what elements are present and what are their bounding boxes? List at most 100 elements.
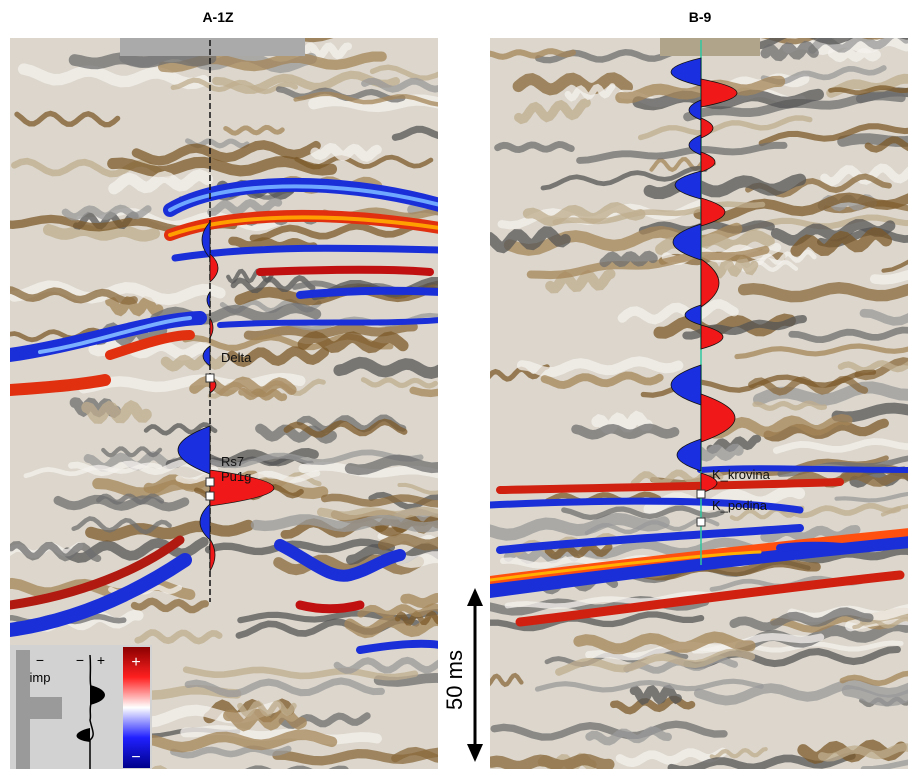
reflector [564, 83, 616, 102]
reflector [10, 374, 111, 396]
trace-lobe [209, 537, 216, 573]
reflector [753, 381, 908, 406]
reflector [10, 540, 102, 563]
reflector [490, 226, 571, 254]
wavelet [89, 654, 100, 769]
reflector [17, 63, 210, 90]
reflector [10, 553, 192, 637]
reflector [296, 414, 407, 434]
reflector [546, 537, 776, 559]
reflector [333, 656, 438, 674]
legend-text: + [131, 654, 140, 671]
reflector [629, 684, 682, 706]
reflector [369, 64, 438, 81]
reflector [534, 678, 764, 693]
reflector [391, 746, 438, 763]
reflector [344, 614, 438, 639]
reflector [490, 364, 550, 382]
reflector [544, 543, 613, 560]
reflector [697, 465, 908, 473]
reflector [357, 603, 438, 618]
marker-label: K_krovina [712, 467, 771, 482]
reflector [101, 446, 163, 458]
trace-lobe [674, 170, 702, 200]
scale-label: 50 ms [442, 650, 467, 710]
reflector [223, 707, 307, 732]
reflector [61, 204, 152, 221]
reflector [779, 502, 902, 519]
marker [205, 373, 215, 383]
reflector [576, 141, 788, 164]
reflector [632, 88, 824, 111]
reflector [108, 169, 214, 195]
legend-text: − [131, 749, 140, 766]
reflector [297, 330, 409, 354]
reflector [515, 570, 905, 627]
marker-label: Pu1g [221, 469, 251, 484]
reflector [490, 753, 615, 769]
reflector [839, 670, 908, 687]
reflector [105, 296, 164, 317]
reflector [615, 747, 728, 768]
reflector [490, 48, 576, 60]
reflector [776, 541, 854, 552]
reflector [729, 505, 805, 521]
reflector [729, 607, 874, 632]
reflector [760, 40, 819, 62]
reflector [561, 505, 725, 521]
legend-text: imp [30, 670, 51, 685]
reflector [293, 91, 438, 107]
reflector [737, 282, 908, 303]
reflector [391, 125, 438, 141]
reflector [643, 173, 807, 200]
reflector [377, 533, 438, 551]
reflector [494, 141, 575, 154]
reflector [81, 399, 152, 424]
reflector [10, 535, 185, 610]
trace-lobe [676, 438, 702, 472]
marker [696, 489, 706, 499]
reflector [183, 449, 424, 469]
trace-lobe [209, 469, 275, 507]
reflector [170, 77, 298, 95]
reflector [310, 142, 382, 162]
reflector [504, 591, 739, 610]
reflector [490, 497, 804, 514]
reflector [228, 236, 318, 252]
reflector [227, 346, 330, 368]
reflector [14, 110, 121, 128]
reflector [752, 400, 828, 411]
colorbar [123, 647, 150, 768]
reflector [207, 197, 283, 217]
legend-text: + [97, 652, 105, 668]
reflector [143, 422, 218, 436]
reflector [490, 720, 728, 741]
reflector [295, 42, 353, 60]
reflector [638, 220, 775, 235]
reflector [864, 136, 908, 153]
reflector [184, 677, 385, 698]
reflector [134, 629, 223, 645]
marker-label: K_podina [712, 498, 768, 513]
reflector [816, 227, 908, 248]
reflector [522, 202, 646, 227]
trace-lobe [700, 78, 738, 108]
reflector [274, 539, 406, 582]
legend-text: − [76, 652, 84, 668]
trace-lobe [202, 345, 211, 367]
reflector [115, 729, 338, 753]
reflector [105, 330, 195, 360]
trace-lobe [209, 316, 214, 340]
reflector [512, 72, 633, 96]
reflector [667, 751, 856, 769]
reflector [345, 543, 438, 565]
reflector [571, 423, 680, 440]
reflector [249, 220, 434, 242]
trace-lobe [700, 393, 736, 443]
reflector [490, 611, 705, 632]
reflector [496, 524, 804, 554]
reflector [859, 308, 908, 326]
reflector [545, 268, 616, 294]
reflector [96, 493, 165, 505]
reflector [256, 265, 434, 276]
